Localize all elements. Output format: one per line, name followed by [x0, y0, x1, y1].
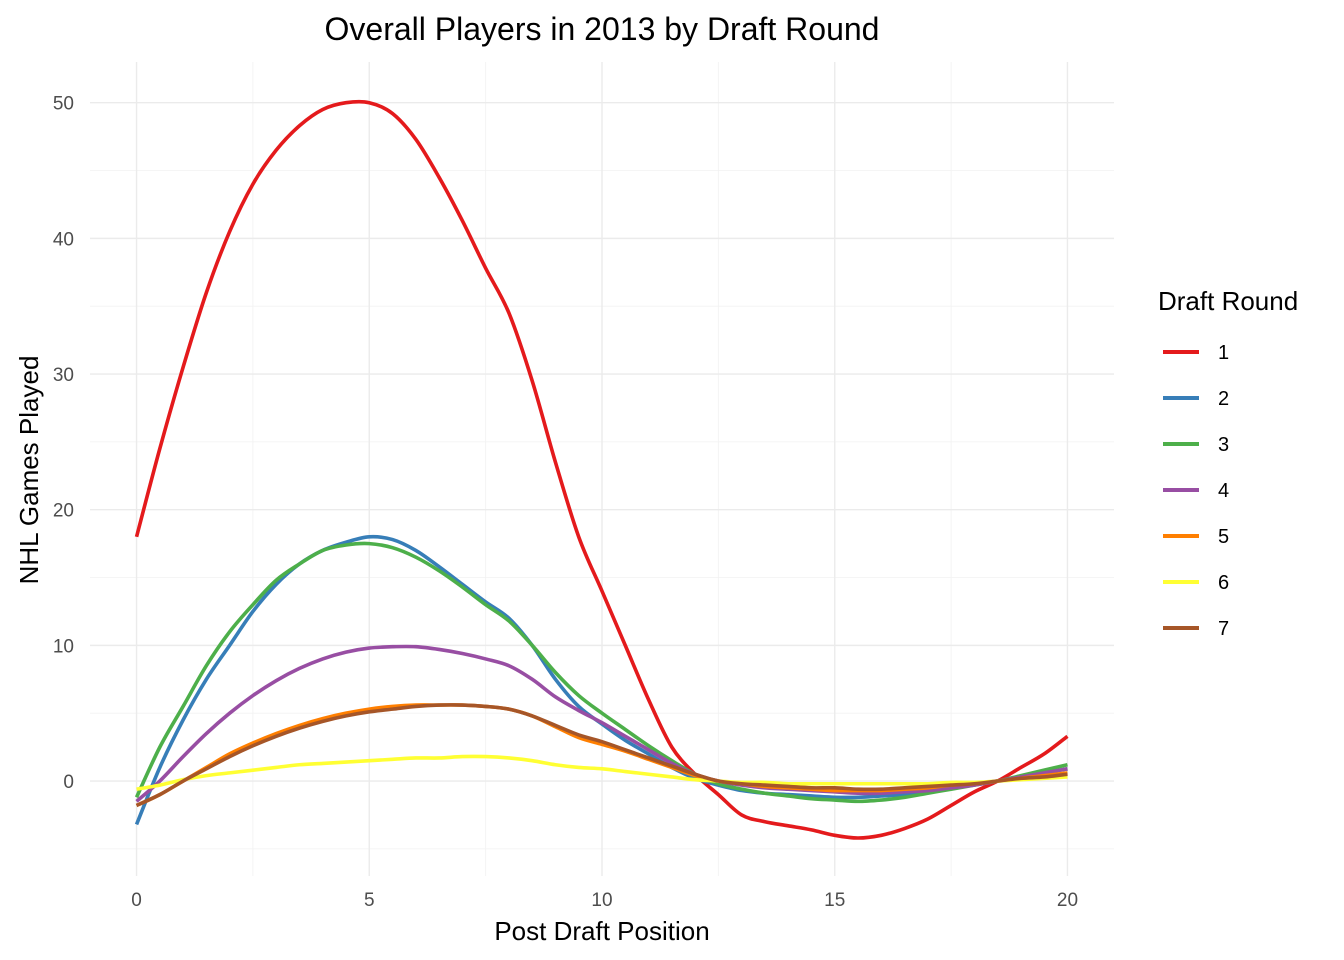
x-tick-label: 20 [1057, 890, 1078, 911]
series-line-round-4 [135, 644, 1068, 803]
major-gridlines [90, 62, 1114, 876]
chart-title: Overall Players in 2013 by Draft Round [325, 11, 880, 47]
legend-item-round-3: 3 [1163, 434, 1229, 456]
x-tick-label: 5 [364, 890, 375, 911]
series-line-round-6 [136, 754, 1068, 791]
series-lines [134, 99, 1069, 840]
x-axis-tick-labels: 0 5 10 15 20 [131, 890, 1078, 911]
x-tick-label: 15 [824, 890, 845, 911]
y-tick-label: 0 [63, 772, 74, 793]
x-tick-label: 0 [131, 890, 142, 911]
x-axis-title: Post Draft Position [494, 916, 709, 946]
legend-label: 1 [1218, 342, 1229, 364]
legend-item-round-1: 1 [1163, 342, 1229, 364]
legend-label: 6 [1218, 572, 1229, 594]
series-line-round-3 [134, 541, 1068, 804]
y-axis-tick-labels: 0 10 20 30 40 50 [53, 94, 74, 793]
legend-item-round-6: 6 [1163, 572, 1229, 594]
y-tick-label: 40 [53, 229, 74, 250]
y-tick-label: 20 [53, 501, 74, 522]
y-axis-title: NHL Games Played [14, 356, 44, 585]
series-line-round-7 [135, 703, 1068, 808]
y-tick-label: 50 [53, 94, 74, 115]
legend-items: 1 2 3 4 5 6 7 [1163, 342, 1229, 640]
legend-item-round-5: 5 [1163, 526, 1229, 548]
y-tick-label: 30 [53, 365, 74, 386]
legend-item-round-2: 2 [1163, 388, 1229, 410]
x-tick-label: 10 [591, 890, 612, 911]
legend-label: 2 [1218, 388, 1229, 410]
y-tick-label: 10 [53, 636, 74, 657]
legend-label: 3 [1218, 434, 1229, 456]
legend-label: 4 [1218, 480, 1229, 502]
legend-title: Draft Round [1158, 286, 1298, 316]
legend-label: 7 [1218, 618, 1229, 640]
legend-label: 5 [1218, 526, 1229, 548]
legend-item-round-4: 4 [1163, 480, 1229, 502]
legend: Draft Round 1 2 3 4 5 6 7 [1158, 286, 1298, 640]
legend-item-round-7: 7 [1163, 618, 1229, 640]
series-line-round-1 [134, 99, 1069, 840]
